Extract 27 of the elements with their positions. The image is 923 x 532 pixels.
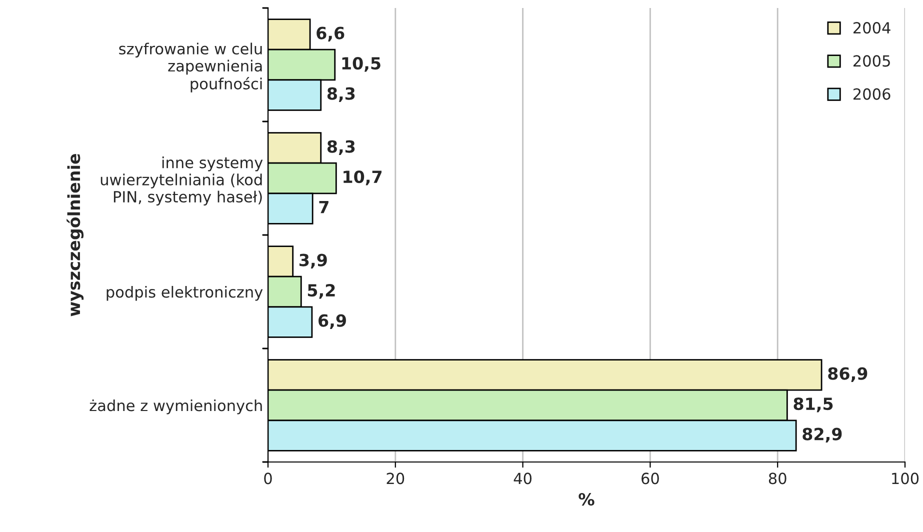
data-label: 6,9 <box>318 314 346 329</box>
data-label: 5,2 <box>308 284 335 299</box>
data-label: 10,7 <box>344 170 382 186</box>
y-tick-label: podpis elektroniczny <box>106 286 263 301</box>
data-label: 81,5 <box>794 397 833 412</box>
y-tick-label: inne systemy uwierzytelniania (kod PIN, systemy haseł) <box>100 156 263 206</box>
x-tick-label: 20 <box>386 472 404 484</box>
x-tick-label: 40 <box>514 472 532 484</box>
data-label: 82,9 <box>802 428 842 442</box>
legend-label: 2006 <box>853 88 890 100</box>
x-tick-label: 60 <box>642 472 659 484</box>
x-tick-label: 0 <box>264 472 272 484</box>
x-tick-label: 80 <box>768 472 786 484</box>
data-label: 3,9 <box>300 254 327 268</box>
y-tick-label: szyfrowanie w celu zapewnienia poufności <box>119 42 262 92</box>
legend-label: 2005 <box>853 55 890 67</box>
data-label: 8,3 <box>327 140 355 155</box>
x-tick-label: 100 <box>892 472 919 484</box>
data-label: 86,9 <box>828 367 868 382</box>
data-label: 7 <box>319 200 328 214</box>
data-label: 6,6 <box>316 26 344 42</box>
y-axis-title: wyszczególnienie <box>66 154 84 316</box>
y-tick-label: żadne z wymienionych <box>90 399 262 414</box>
data-label: 10,5 <box>342 56 380 72</box>
x-axis-title: % <box>578 493 594 506</box>
legend-label: 2004 <box>853 22 890 34</box>
data-label: 8,3 <box>327 87 355 102</box>
